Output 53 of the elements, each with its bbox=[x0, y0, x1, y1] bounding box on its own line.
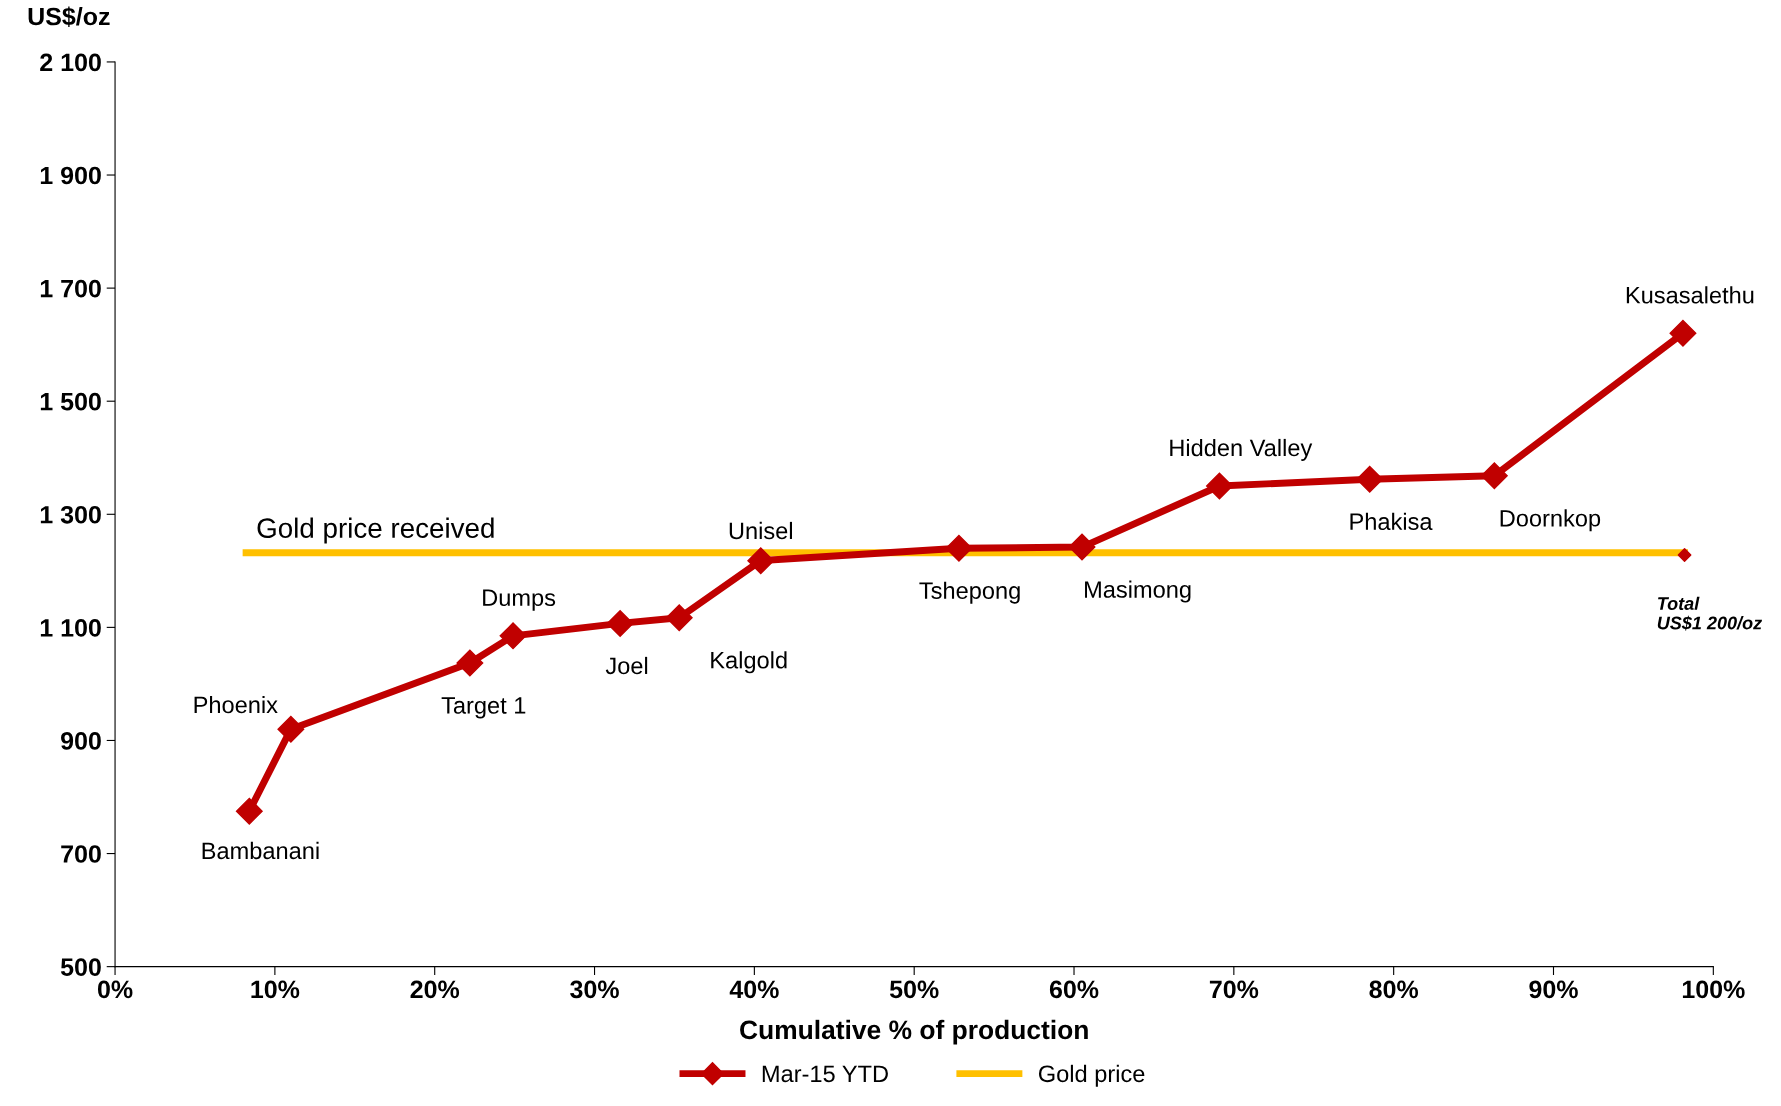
annotation: Unisel bbox=[729, 521, 792, 540]
point bbox=[1677, 548, 1692, 562]
point bbox=[1480, 462, 1508, 490]
y-tick-label: 1 500 bbox=[40, 392, 101, 411]
annotation: Phakisa bbox=[1350, 512, 1433, 531]
annotation: Hidden Valley bbox=[1170, 438, 1313, 461]
y-tick-label: 1 900 bbox=[40, 166, 101, 185]
annotation: Tshepong bbox=[919, 581, 1020, 604]
x-tick-label: 100% bbox=[1682, 980, 1745, 999]
point bbox=[1356, 465, 1384, 493]
point bbox=[606, 609, 634, 637]
x-tick-label: 30% bbox=[570, 980, 619, 999]
legend-label: Gold price bbox=[1038, 1064, 1145, 1087]
x-tick-label: 60% bbox=[1049, 980, 1099, 999]
annotation: Phoenix bbox=[194, 695, 278, 714]
point bbox=[945, 534, 973, 562]
annotation: Gold price received bbox=[257, 517, 494, 544]
y-tick-label: 1 700 bbox=[40, 279, 101, 298]
point bbox=[499, 622, 527, 650]
x-tick-label: 70% bbox=[1209, 980, 1259, 999]
y-tick-label: 1 300 bbox=[40, 505, 101, 524]
annotation: Joel bbox=[605, 656, 648, 675]
x-tick-label: 40% bbox=[729, 980, 779, 999]
legend-label: Mar-15 YTD bbox=[762, 1065, 888, 1083]
x-tick-label: 0% bbox=[97, 980, 133, 999]
annotation: Total US$1 200/oz bbox=[1657, 596, 1763, 631]
y-axis-title: US$/oz bbox=[28, 6, 110, 27]
annotation: Doornkop bbox=[1500, 509, 1601, 532]
point bbox=[277, 715, 305, 743]
x-tick-label: 10% bbox=[251, 980, 300, 999]
annotation: Kusasalethu bbox=[1626, 286, 1754, 304]
annotation: Masimong bbox=[1085, 580, 1191, 603]
x-tick-label: 50% bbox=[889, 980, 939, 999]
point bbox=[456, 649, 484, 677]
point bbox=[747, 547, 775, 575]
y-tick-label: 900 bbox=[61, 732, 101, 750]
point bbox=[235, 797, 263, 825]
y-tick-label: 500 bbox=[60, 958, 101, 976]
x-axis-title: Cumulative % of production bbox=[740, 1019, 1088, 1045]
annotation: Kalgold bbox=[711, 651, 787, 674]
point bbox=[665, 604, 693, 632]
annotation: Bambanani bbox=[202, 841, 319, 860]
y-tick-label: 1 100 bbox=[40, 618, 101, 637]
annotation: Dumps bbox=[483, 589, 556, 611]
point bbox=[1205, 472, 1233, 500]
x-tick-label: 80% bbox=[1369, 980, 1419, 999]
x-tick-label: 20% bbox=[410, 980, 460, 999]
x-tick-label: 90% bbox=[1529, 980, 1578, 999]
y-tick-label: 700 bbox=[61, 845, 101, 863]
point bbox=[1068, 533, 1096, 561]
y-tick-label: 2 100 bbox=[40, 53, 101, 72]
point bbox=[1669, 319, 1697, 347]
annotation: Target 1 bbox=[441, 697, 526, 719]
